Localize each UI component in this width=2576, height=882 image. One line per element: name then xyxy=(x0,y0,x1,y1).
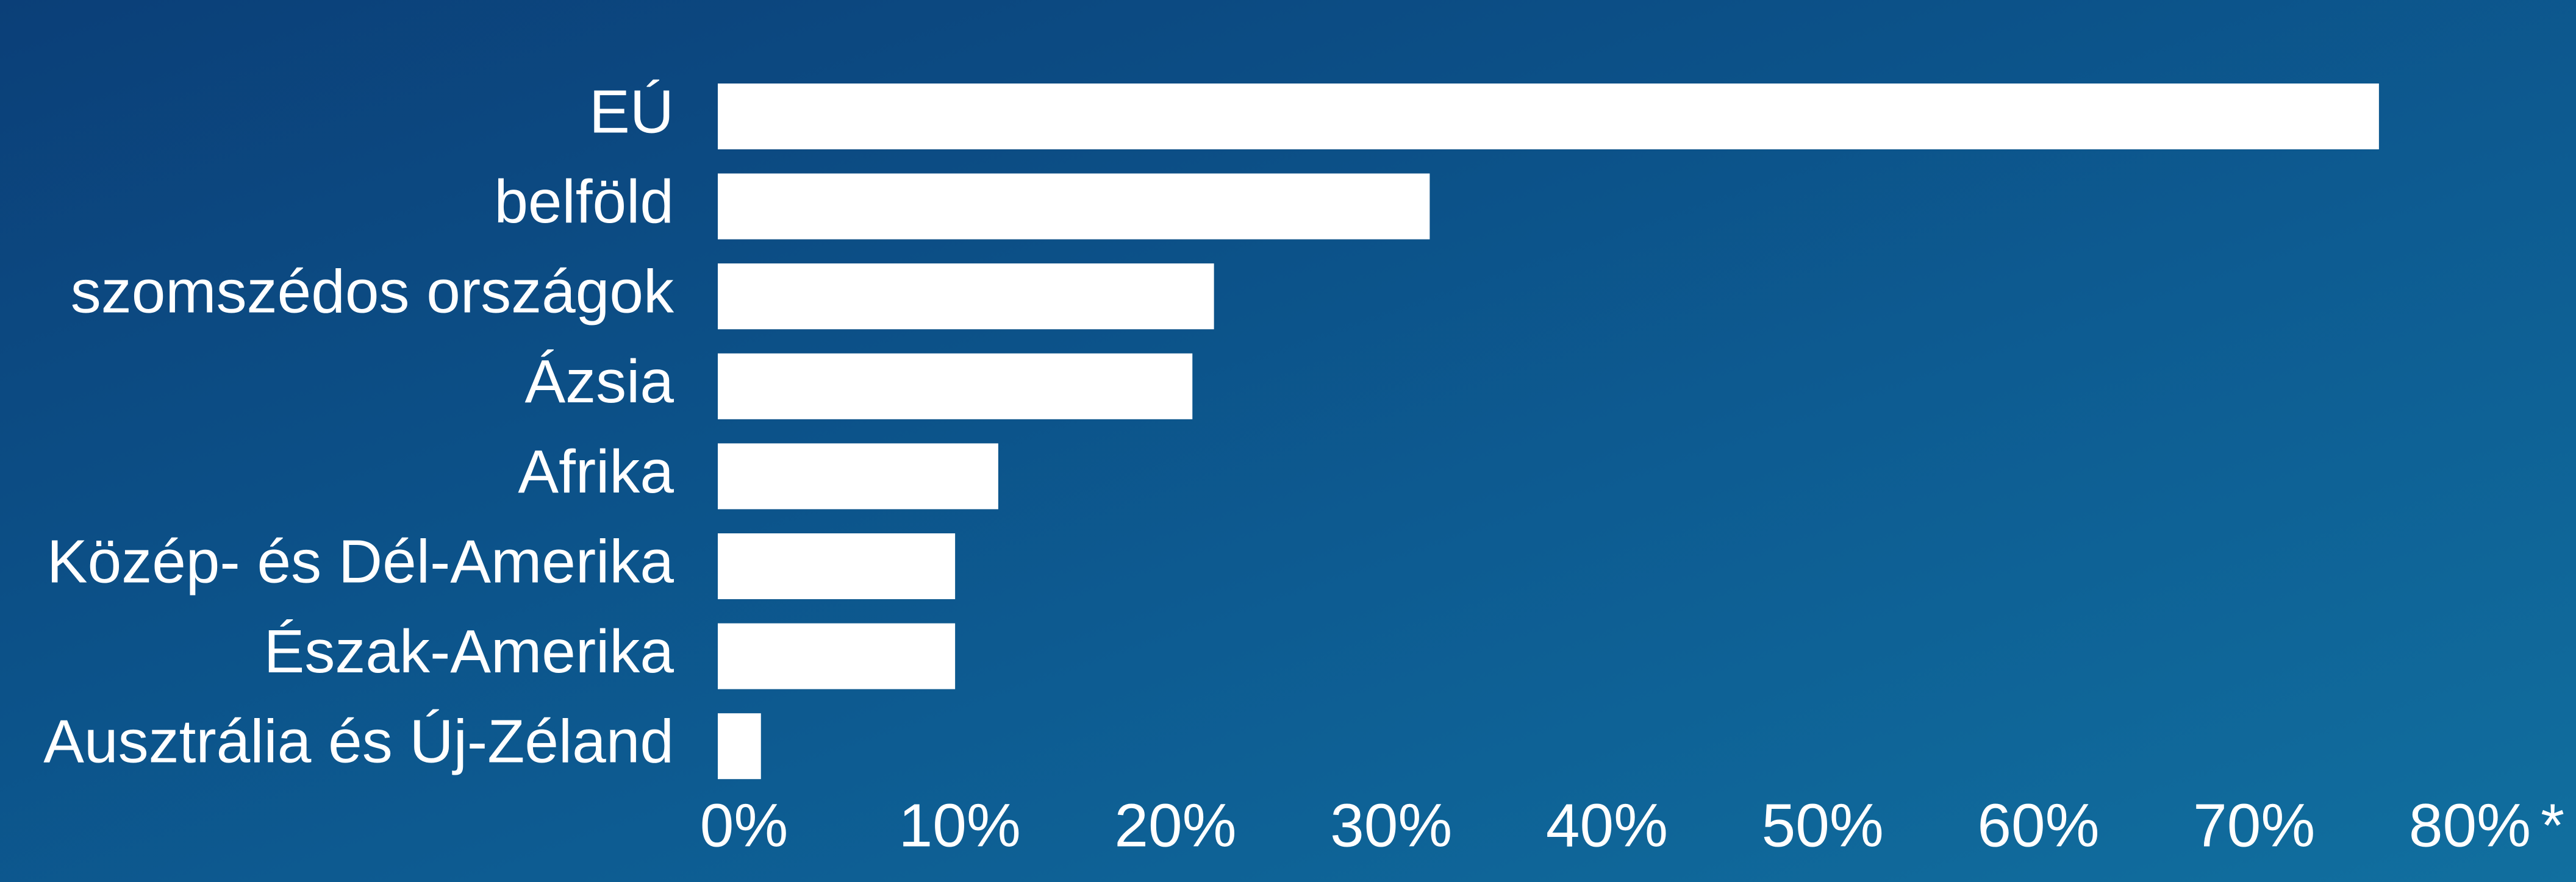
y-tick-label: szomszédos országok xyxy=(71,258,674,326)
x-tick-label: 0% xyxy=(700,791,789,859)
x-tick-label: 10% xyxy=(899,791,1021,859)
x-tick-label: 70% xyxy=(2193,791,2315,859)
y-tick-label: Ázsia xyxy=(524,347,674,416)
y-tick-label: EÚ xyxy=(589,77,674,146)
x-tick-label: 20% xyxy=(1114,791,1236,859)
y-tick-label: Közép- és Dél-Amerika xyxy=(47,527,674,596)
bar xyxy=(718,713,761,779)
y-tick-label: Észak-Amerika xyxy=(264,617,674,686)
x-tick-label: 50% xyxy=(1762,791,1884,859)
bar xyxy=(718,84,2379,149)
y-tick-label: Afrika xyxy=(518,438,674,506)
x-tick-label: 60% xyxy=(1977,791,2099,859)
annotation: * xyxy=(2541,791,2564,859)
chart: * 0% 10% 20% 30% 40% 50% 60% 70% 80% EÚ belföld szo… xyxy=(0,0,2576,882)
bar xyxy=(718,174,1429,240)
bar xyxy=(718,624,955,689)
bar xyxy=(718,443,998,509)
bar xyxy=(718,533,955,599)
x-tick-label: 30% xyxy=(1330,791,1452,859)
x-tick-label: 40% xyxy=(1546,791,1668,859)
y-tick-label: belföld xyxy=(494,168,674,236)
bar xyxy=(718,263,1214,329)
bar xyxy=(718,354,1192,419)
x-tick-label: 80% xyxy=(2409,791,2531,859)
y-tick-label: Ausztrália és Új-Zéland xyxy=(43,708,674,776)
